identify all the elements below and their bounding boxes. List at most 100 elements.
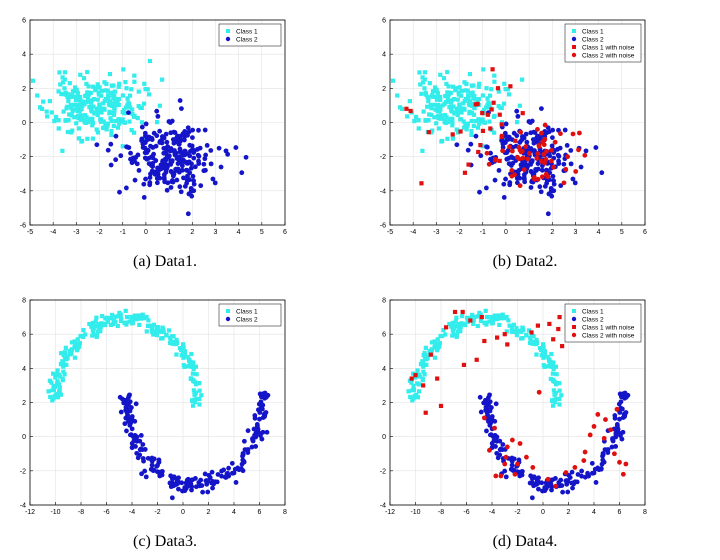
data-point: [113, 133, 119, 139]
data-point: [56, 89, 61, 94]
data-point: [541, 344, 546, 350]
data-point: [177, 146, 183, 152]
data-point: [430, 128, 435, 133]
data-point: [411, 396, 416, 401]
data-point: [558, 183, 564, 189]
data-point: [430, 93, 435, 98]
data-point: [559, 393, 564, 398]
data-point: [423, 118, 429, 123]
data-point: [63, 345, 68, 350]
data-point: [185, 211, 191, 217]
data-point: [56, 126, 61, 131]
data-point: [120, 396, 125, 402]
data-point: [478, 143, 483, 148]
data-point: [542, 364, 547, 369]
data-point: [426, 95, 431, 100]
data-point: [468, 318, 473, 323]
data-point: [549, 147, 555, 153]
data-point: [421, 109, 426, 114]
data-point: [67, 112, 72, 117]
data-point: [449, 324, 454, 329]
data-point: [190, 371, 196, 376]
data-point: [153, 158, 159, 163]
data-point: [177, 345, 183, 351]
data-point: [583, 148, 589, 154]
data-point: [507, 182, 513, 188]
data-point: [193, 400, 198, 405]
data-point: [185, 173, 190, 179]
data-point: [443, 93, 448, 99]
data-point: [99, 93, 104, 98]
data-point: [507, 323, 512, 328]
data-point: [536, 389, 542, 395]
data-point: [472, 93, 477, 99]
data-point: [441, 76, 447, 81]
legend-label: Class 1: [236, 308, 258, 315]
data-point: [95, 329, 100, 334]
legend-marker: [572, 309, 576, 313]
data-point: [142, 468, 148, 474]
data-point: [194, 372, 199, 377]
tick-label-x: -6: [103, 509, 109, 516]
data-point: [451, 104, 456, 109]
data-point: [78, 97, 83, 103]
data-point: [81, 327, 86, 333]
data-point: [185, 132, 190, 138]
data-point: [118, 409, 124, 415]
data-point: [390, 78, 396, 83]
tick-label-x: -2: [456, 229, 462, 236]
tick-label-x: -5: [387, 229, 393, 236]
data-point: [418, 361, 424, 367]
data-point: [444, 115, 449, 120]
data-point: [568, 148, 574, 153]
data-point: [185, 355, 190, 360]
data-point: [75, 102, 81, 108]
data-point: [81, 76, 87, 81]
data-point: [186, 159, 192, 165]
data-point: [602, 447, 608, 453]
data-point: [107, 71, 113, 77]
data-point: [488, 156, 493, 162]
data-point: [507, 144, 512, 150]
data-point: [203, 152, 209, 158]
data-point: [467, 102, 472, 108]
data-point: [109, 110, 114, 116]
data-point: [539, 106, 544, 112]
data-point: [526, 328, 532, 333]
data-point: [154, 180, 160, 186]
data-point: [434, 121, 439, 126]
data-point: [58, 392, 64, 397]
data-point: [529, 480, 535, 486]
data-point: [171, 129, 177, 135]
data-point: [198, 183, 204, 189]
data-point: [127, 93, 133, 98]
data-point: [58, 361, 64, 367]
data-point: [415, 395, 421, 400]
data-point: [164, 187, 170, 193]
data-point: [557, 396, 562, 402]
data-point: [509, 458, 515, 464]
data-point: [549, 351, 554, 357]
data-point: [411, 383, 416, 389]
data-point: [165, 144, 171, 150]
data-point: [487, 447, 492, 453]
legend-marker: [571, 332, 577, 338]
data-point: [407, 378, 412, 383]
legend-label: Class 1: [582, 308, 604, 315]
legend-label: Class 2 with noise: [582, 332, 635, 339]
data-point: [141, 181, 147, 187]
data-point: [443, 332, 448, 337]
data-point: [219, 473, 224, 479]
data-point: [187, 142, 193, 148]
data-point: [116, 117, 121, 122]
data-point: [145, 323, 151, 328]
data-point: [53, 372, 59, 377]
data-point: [612, 451, 617, 457]
data-point: [570, 480, 576, 486]
data-point: [552, 392, 557, 397]
data-point: [520, 336, 525, 341]
data-point: [187, 360, 193, 366]
data-point: [80, 103, 85, 108]
data-point: [105, 93, 111, 98]
data-point: [564, 478, 570, 483]
